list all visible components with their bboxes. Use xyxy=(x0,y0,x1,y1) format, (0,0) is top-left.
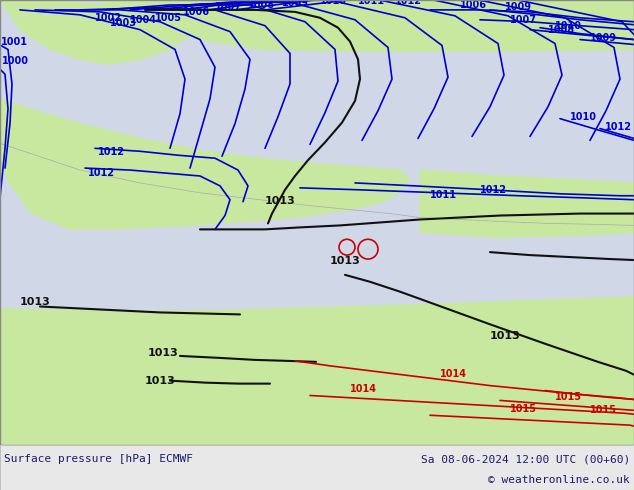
Text: 1003: 1003 xyxy=(110,18,137,28)
Text: 1013: 1013 xyxy=(20,296,51,307)
Text: © weatheronline.co.uk: © weatheronline.co.uk xyxy=(488,475,630,485)
Text: 1007: 1007 xyxy=(510,15,537,25)
Text: 1004: 1004 xyxy=(130,15,157,25)
Text: 1015: 1015 xyxy=(555,392,582,402)
Text: 1009: 1009 xyxy=(282,0,309,8)
Text: 1006: 1006 xyxy=(183,7,210,17)
Text: 1011: 1011 xyxy=(430,190,457,200)
Polygon shape xyxy=(0,99,410,229)
Text: 1013: 1013 xyxy=(148,348,179,358)
Text: 1008: 1008 xyxy=(248,0,275,10)
Text: 1010: 1010 xyxy=(555,21,582,31)
Polygon shape xyxy=(0,296,634,445)
Text: 1000: 1000 xyxy=(2,56,29,66)
Text: 1001: 1001 xyxy=(1,37,28,47)
Text: 1002: 1002 xyxy=(95,13,122,23)
Text: 1015: 1015 xyxy=(510,404,537,415)
Text: 1010: 1010 xyxy=(320,0,347,6)
Text: Surface pressure [hPa] ECMWF: Surface pressure [hPa] ECMWF xyxy=(4,454,193,464)
Text: 1012: 1012 xyxy=(605,122,632,131)
Text: 1008: 1008 xyxy=(548,24,575,35)
Text: 1010: 1010 xyxy=(570,112,597,122)
Polygon shape xyxy=(100,0,634,51)
Text: 1006: 1006 xyxy=(460,0,487,10)
Text: 1007: 1007 xyxy=(215,2,242,12)
Polygon shape xyxy=(420,170,634,237)
Text: 1013: 1013 xyxy=(265,196,295,206)
Text: 1005: 1005 xyxy=(155,13,182,23)
Text: 1014: 1014 xyxy=(440,369,467,379)
Text: Sa 08-06-2024 12:00 UTC (00+60): Sa 08-06-2024 12:00 UTC (00+60) xyxy=(421,454,630,464)
Polygon shape xyxy=(0,0,634,445)
Text: 1012: 1012 xyxy=(480,185,507,195)
Text: 1014: 1014 xyxy=(350,384,377,393)
Text: 1011: 1011 xyxy=(358,0,385,6)
Text: 1009: 1009 xyxy=(590,32,617,43)
Text: 1013: 1013 xyxy=(330,256,361,266)
Text: 1013: 1013 xyxy=(490,331,521,341)
Text: 1012: 1012 xyxy=(88,168,115,178)
Text: 1012: 1012 xyxy=(395,0,422,6)
Polygon shape xyxy=(0,0,200,64)
Text: 1012: 1012 xyxy=(98,147,125,157)
Text: 1013: 1013 xyxy=(145,376,176,386)
Text: 1015: 1015 xyxy=(590,405,617,416)
Text: 1009: 1009 xyxy=(505,2,532,12)
